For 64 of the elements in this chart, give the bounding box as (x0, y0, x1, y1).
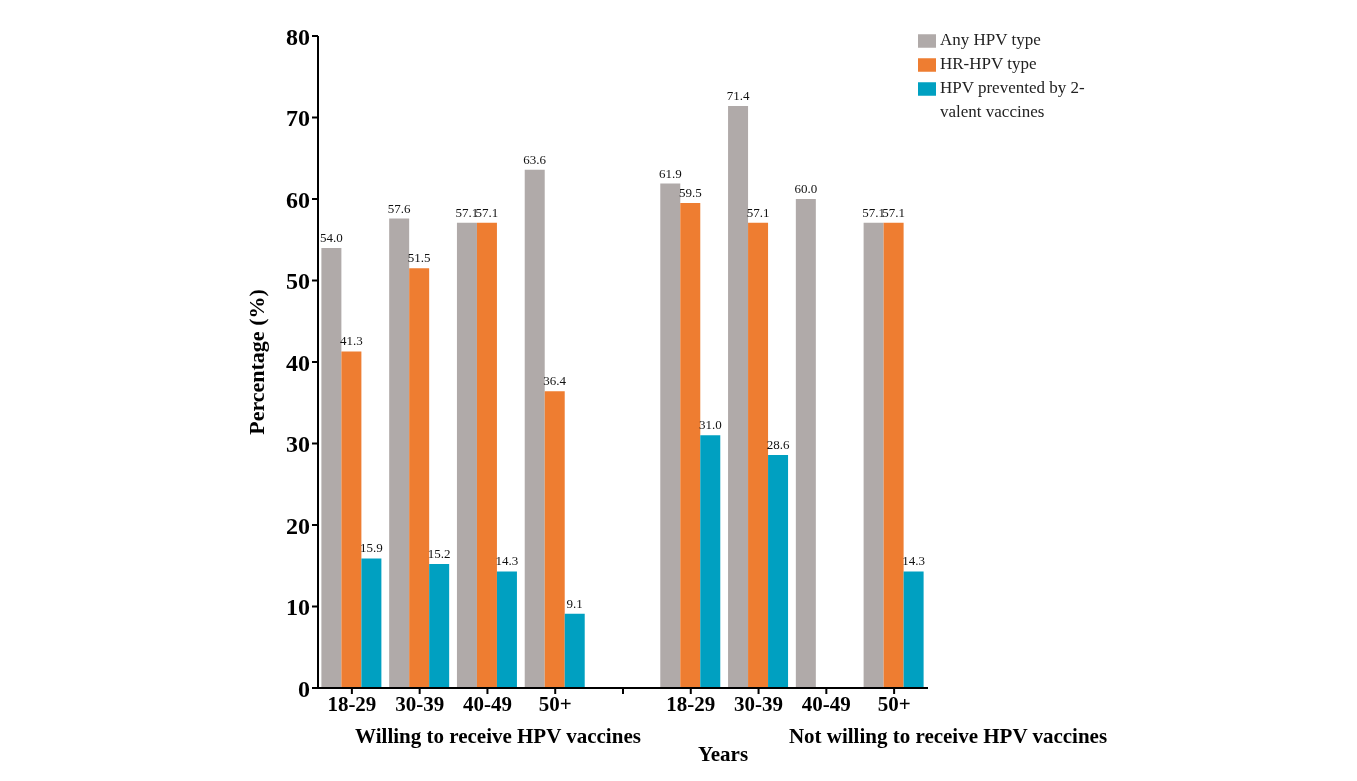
text: Not willing to receive HPV vaccines (787, 724, 1109, 749)
bar (795, 199, 816, 688)
data-label: 51.5 (407, 250, 431, 266)
bar (476, 222, 497, 688)
bar (361, 558, 382, 688)
bar (728, 106, 749, 688)
y-tick-label: 70 (286, 105, 310, 132)
data-label: 41.3 (340, 333, 363, 349)
bar (456, 222, 477, 688)
bar (409, 268, 430, 688)
bar (544, 391, 565, 688)
data-label: 71.4 (726, 88, 750, 104)
data-label: 59.5 (678, 185, 702, 201)
data-label: 57.1 (882, 204, 905, 220)
y-tick-label: 0 (298, 675, 310, 702)
data-label: 57.1 (746, 204, 770, 220)
y-tick-label: 60 (286, 186, 310, 213)
bar (564, 613, 585, 688)
x-axis-title: Years (697, 742, 749, 766)
bar (660, 183, 681, 688)
y-tick-label: 40 (286, 349, 310, 376)
data-label: 15.2 (427, 546, 451, 562)
bar (863, 222, 884, 688)
bar (429, 564, 450, 688)
bar (883, 222, 904, 688)
y-tick-label: 20 (286, 512, 310, 539)
legend-label: HPV prevented by 2-valent vaccines (940, 77, 1086, 123)
x-tick-label: 18-29 (666, 691, 716, 716)
x-tick-label: 40-49 (801, 691, 851, 716)
data-label: 9.1 (566, 595, 583, 611)
bar (903, 571, 924, 688)
y-axis-title: Percentage (%) (243, 289, 269, 435)
data-label: 54.0 (320, 229, 343, 245)
data-label: 60.0 (794, 181, 818, 196)
x-tick-label: 50+ (538, 691, 572, 716)
y-tick-label: 80 (286, 23, 310, 50)
bar (768, 454, 789, 688)
bar (321, 247, 342, 688)
bar (680, 203, 701, 688)
data-label: 63.6 (523, 151, 547, 167)
bar (700, 435, 721, 688)
data-label: 57.1 (475, 204, 499, 220)
bar (748, 222, 769, 688)
x-tick-label: 50+ (877, 691, 911, 716)
data-label: 57.6 (387, 200, 412, 216)
legend-label: Any HPV type (940, 29, 1042, 51)
y-tick-label: 10 (286, 594, 310, 621)
x-tick-label: 40-49 (462, 691, 512, 716)
bar (496, 571, 517, 688)
x-tick-label: 18-29 (327, 691, 377, 716)
data-label: 14.3 (902, 553, 925, 569)
bar (524, 169, 545, 688)
bar (389, 218, 410, 688)
y-tick-label: 50 (286, 268, 310, 295)
x-tick-label: 30-39 (395, 691, 445, 716)
text: Willing to receive HPV vaccines (354, 724, 642, 749)
bar (341, 351, 362, 688)
data-label: 61.9 (658, 165, 682, 181)
y-tick-label: 30 (286, 431, 310, 458)
data-label: 36.4 (543, 373, 567, 389)
data-label: 57.1 (862, 204, 885, 220)
data-label: 15.9 (360, 540, 383, 556)
legend-label: HR-HPV type (940, 53, 1038, 75)
x-tick-label: 30-39 (734, 691, 784, 716)
